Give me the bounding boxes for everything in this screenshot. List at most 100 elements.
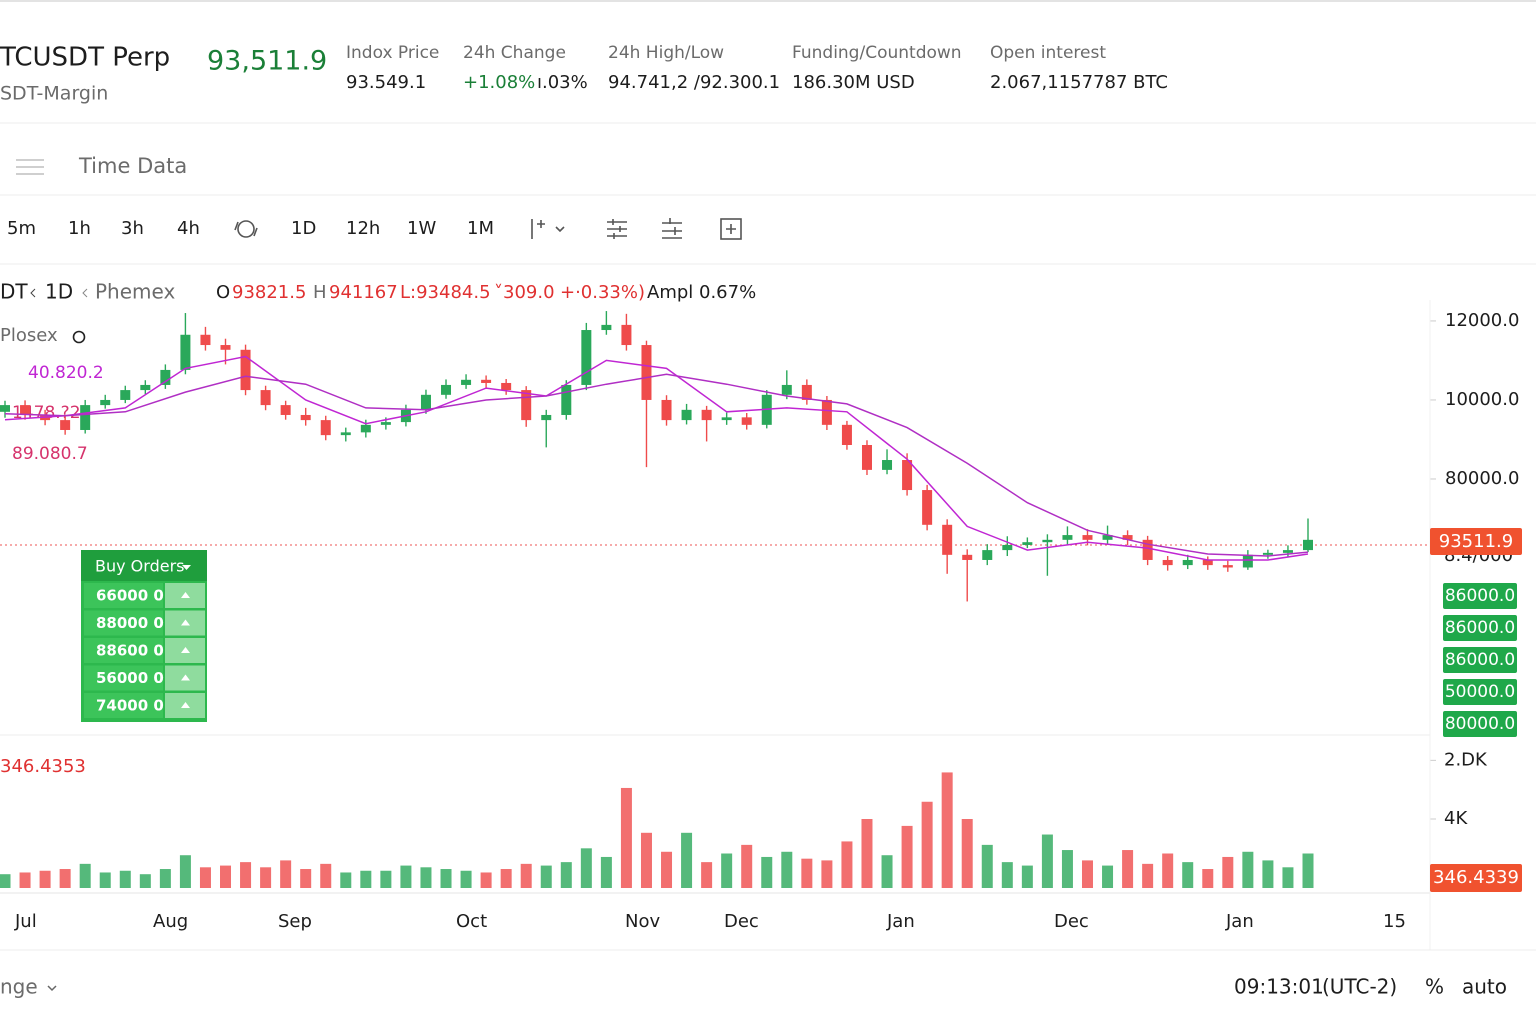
tab-title[interactable]: Time Data: [78, 154, 187, 178]
legend-symbol: DT: [0, 280, 28, 304]
candle-body: [781, 384, 792, 395]
volume-bar: [1262, 860, 1274, 888]
x-tick-label: Oct: [456, 911, 487, 932]
volume-tick-label: 4K: [1444, 808, 1468, 829]
range-select[interactable]: nge: [0, 975, 38, 999]
volume-bar: [981, 844, 993, 888]
stat-value: +1.08%: [463, 72, 535, 93]
panel-title[interactable]: Buy Orders: [95, 557, 184, 576]
candle-body: [120, 390, 131, 400]
candle-body: [841, 424, 852, 445]
candle-body: [942, 524, 953, 555]
percent-toggle[interactable]: %: [1425, 975, 1444, 999]
volume-tick-label: 2.DK: [1444, 749, 1488, 770]
interval-button[interactable]: 1W: [407, 218, 436, 239]
moving-average: [4, 373, 1309, 557]
stat-extra: ı.03%: [537, 72, 588, 93]
stat-label: 24h Change: [463, 43, 566, 63]
order-price-cell: [84, 610, 163, 636]
stat-value: 2.067,1157787 BTC: [990, 72, 1168, 93]
stat-value: 186.30M USD: [792, 72, 915, 93]
volume-bar: [19, 872, 31, 888]
x-tick-label: Nov: [625, 911, 660, 932]
volume-bar: [1061, 850, 1073, 888]
candle-body: [922, 490, 933, 525]
order-price: 88000 0: [96, 614, 164, 632]
x-tick-label: Sep: [278, 911, 312, 932]
auto-toggle[interactable]: auto: [1462, 975, 1507, 999]
toolbar-icons[interactable]: [234, 218, 742, 240]
moving-average: [4, 355, 1309, 561]
side-price: 86000.0: [1445, 586, 1515, 606]
up-arrow: [181, 702, 190, 708]
candle-body: [280, 405, 291, 415]
volume-tag: [1430, 864, 1522, 892]
volume-bar: [320, 863, 332, 888]
volume-bar: [440, 869, 452, 888]
volume-bar: [1142, 863, 1154, 888]
order-price-cell: [84, 583, 163, 608]
x-tick-label: Aug: [153, 911, 188, 932]
volume-bar: [861, 819, 873, 888]
volume-bar: [59, 869, 71, 888]
candle-body: [340, 432, 351, 436]
candle-body: [461, 379, 472, 385]
order-price: 88600 0: [96, 642, 164, 660]
order-price-cell: [84, 638, 163, 663]
volume-bar: [159, 869, 171, 888]
side-price-box: [1443, 679, 1517, 705]
order-price: 66000 0: [96, 587, 164, 605]
interval-button[interactable]: 12h: [346, 218, 380, 239]
side-price-box: [1443, 615, 1517, 641]
candle-body: [20, 405, 31, 415]
volume-bar: [240, 862, 252, 888]
volume-bar: [400, 865, 412, 888]
candle-body: [1062, 535, 1073, 540]
chevron: [47, 985, 57, 992]
candle-body: [180, 334, 191, 370]
candle-body: [982, 550, 993, 560]
legend-interval[interactable]: 1D: [45, 280, 73, 304]
volume-bar: [1202, 869, 1214, 888]
candle-body: [260, 390, 271, 406]
indicator-name: Plosex: [0, 325, 58, 346]
top-border: [0, 0, 1536, 2]
symbol[interactable]: TCUSDT Perp: [0, 43, 170, 73]
candle-body: [1282, 550, 1293, 553]
volume-bar: [1162, 853, 1174, 888]
x-tick-label: Jul: [14, 911, 37, 932]
x-tick-label: Dec: [1054, 911, 1089, 932]
side-price: 86000.0: [1445, 650, 1515, 670]
up-arrow: [181, 647, 190, 653]
y-tick-label: 12000.0: [1445, 310, 1519, 331]
candle-body: [521, 390, 532, 421]
side-price-box: [1443, 711, 1517, 737]
interval-button[interactable]: 1D: [291, 218, 316, 239]
volume-bar: [761, 856, 773, 888]
candle-body: [1142, 539, 1153, 560]
interval-button[interactable]: 1h: [68, 218, 91, 239]
candle-body: [240, 349, 251, 391]
dropdown-arrow: [182, 565, 191, 570]
stat-label: Open interest: [990, 43, 1106, 63]
legend-item: Ampl 0.67%: [647, 282, 756, 303]
side-price: 80000.0: [1445, 714, 1515, 734]
interval-button[interactable]: 1M: [467, 218, 494, 239]
chevron: [30, 288, 36, 298]
interval-button[interactable]: 5m: [7, 218, 36, 239]
candle-body: [380, 422, 391, 425]
timezone[interactable]: (UTC-2): [1322, 975, 1397, 999]
ma-label: 89.080.7: [12, 444, 88, 464]
volume-bar: [520, 863, 532, 888]
volume-bar: [260, 867, 272, 888]
interval-button[interactable]: 4h: [177, 218, 200, 239]
volume-bar: [1302, 853, 1314, 888]
volume-bar: [300, 869, 312, 888]
visibility-toggle[interactable]: [72, 330, 86, 344]
volume-bar: [1041, 834, 1053, 888]
candle-body: [902, 460, 913, 491]
volume-bar: [661, 851, 673, 888]
interval-button[interactable]: 3h: [121, 218, 144, 239]
